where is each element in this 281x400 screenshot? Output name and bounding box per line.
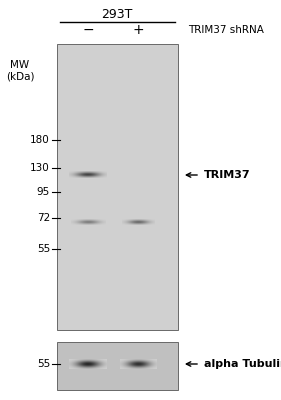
Bar [57, 44, 178, 330]
Text: 293T: 293T [101, 8, 133, 21]
Text: −: − [82, 23, 94, 37]
Text: 55: 55 [37, 359, 50, 369]
Text: 55: 55 [37, 244, 50, 254]
Text: 130: 130 [30, 163, 50, 173]
Text: 72: 72 [37, 213, 50, 223]
Text: TRIM37: TRIM37 [204, 170, 251, 180]
Text: TRIM37 shRNA: TRIM37 shRNA [188, 25, 264, 35]
Text: MW
(kDa): MW (kDa) [6, 60, 34, 82]
Text: +: + [132, 23, 144, 37]
Text: 180: 180 [30, 135, 50, 145]
Text: alpha Tubulin: alpha Tubulin [204, 359, 281, 369]
Text: 95: 95 [37, 187, 50, 197]
Bar [57, 342, 178, 390]
